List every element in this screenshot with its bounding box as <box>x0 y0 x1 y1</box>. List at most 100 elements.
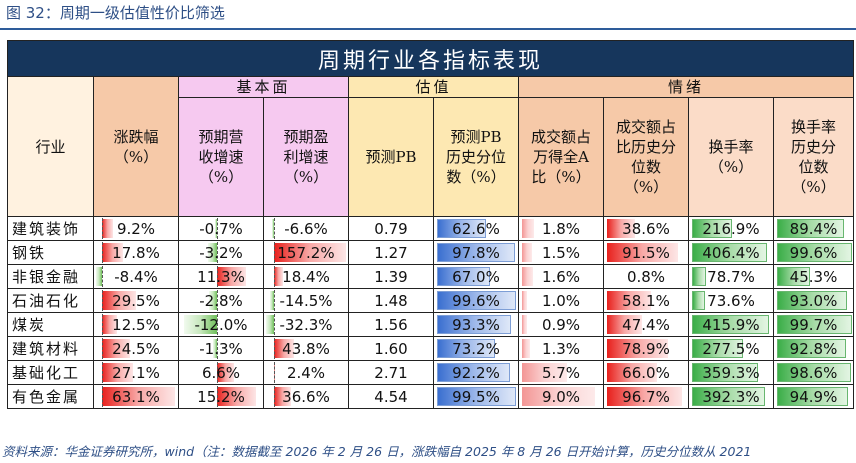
zero-axis <box>102 362 104 383</box>
cell-turnover-share: 1.8% <box>518 216 604 241</box>
cell-value: 62.6% <box>452 219 500 238</box>
data-bar <box>607 219 636 238</box>
cell-turnover-rate: 392.3% <box>688 384 774 409</box>
data-bar <box>607 339 668 358</box>
data-bar <box>272 219 275 238</box>
zero-axis <box>102 266 104 287</box>
data-bar <box>274 267 283 286</box>
cell-value: 15.2% <box>197 387 245 406</box>
cell-profit-growth: 36.6% <box>263 384 349 409</box>
cell-change: 27.1% <box>93 360 179 385</box>
cell-value: 78.9% <box>622 339 670 358</box>
zero-axis <box>274 290 276 311</box>
col-rev-growth: 预期营收增速（%） <box>178 97 264 217</box>
zero-axis <box>102 242 104 263</box>
cell-value: 47.4% <box>622 315 670 334</box>
cell-rev-growth: -12.0% <box>178 312 264 337</box>
zero-axis <box>274 242 276 263</box>
cell-pb-pct: 92.2% <box>433 360 519 385</box>
data-bar <box>522 291 528 310</box>
cell-value: -2.8% <box>199 291 243 310</box>
cell-turnover-rate: 216.9% <box>688 216 774 241</box>
data-bar <box>102 315 117 334</box>
data-bar <box>692 219 732 238</box>
cell-turnover-share-pct: 66.0% <box>603 360 689 385</box>
data-bar <box>607 315 643 334</box>
cell-turnover-rate-pct: 92.8% <box>773 336 854 361</box>
zero-axis <box>102 338 104 359</box>
cell-value: 4.54 <box>374 387 408 406</box>
cell-change: 63.1% <box>93 384 179 409</box>
data-bar <box>437 315 512 334</box>
cell-change: 17.8% <box>93 240 179 265</box>
table-row: 非银金融 -8.4% 11.3% 18.4% 1.39 67.0% 1.6% 0.8% 78.7… <box>7 264 854 289</box>
cell-value: 415.9% <box>702 315 760 334</box>
zero-axis <box>216 218 218 239</box>
col-change: 涨跌幅（%） <box>93 76 179 217</box>
data-bar <box>102 387 175 406</box>
cell-value: 11.3% <box>197 267 245 286</box>
zero-axis <box>102 386 104 407</box>
cell-turnover-rate-pct: 94.9% <box>773 384 854 409</box>
cell-value: 43.8% <box>282 339 330 358</box>
cell-change: 24.5% <box>93 336 179 361</box>
cell-change: 29.5% <box>93 288 179 313</box>
data-bar <box>522 219 535 238</box>
cell-turnover-share-pct: 58.1% <box>603 288 689 313</box>
cell-value: 216.9% <box>702 219 760 238</box>
data-bar <box>777 267 811 286</box>
cell-value: 66.0% <box>622 363 670 382</box>
col-turnover-share: 成交额占万得全A比（%） <box>518 97 604 217</box>
cell-rev-growth: -3.2% <box>178 240 264 265</box>
data-bar <box>777 339 847 358</box>
data-bar <box>102 219 113 238</box>
cell-value: 1.0% <box>541 291 581 310</box>
cell-turnover-rate-pct: 99.7% <box>773 312 854 337</box>
cell-profit-growth: 43.8% <box>263 336 349 361</box>
cell-industry: 非银金融 <box>7 264 94 289</box>
cell-value: 29.5% <box>112 291 160 310</box>
data-bar <box>522 315 527 334</box>
zero-axis <box>274 338 276 359</box>
cell-pb-pct: 99.6% <box>433 288 519 313</box>
data-bar <box>777 243 852 262</box>
group-sentiment: 情绪 <box>518 76 854 98</box>
cell-value: 2.71 <box>374 363 408 382</box>
data-bar <box>216 387 256 406</box>
group-valuation: 估值 <box>348 76 519 98</box>
cell-value: 9.0% <box>541 387 581 406</box>
table-title: 周期行业各指标表现 <box>7 40 854 77</box>
cell-turnover-rate-pct: 98.6% <box>773 360 854 385</box>
data-bar <box>692 315 769 334</box>
col-profit-growth: 预期盈利增速（%） <box>263 97 349 217</box>
data-bar <box>274 339 295 358</box>
data-bar <box>208 243 217 262</box>
cell-industry: 基础化工 <box>7 360 94 385</box>
table-body: 建筑装饰 9.2% -0.7% -6.6% 0.79 62.6% 1.8% 38.6% 216.… <box>7 216 854 409</box>
cell-value: 1.39 <box>374 267 408 286</box>
table-row: 建筑材料 24.5% -1.3% 43.8% 1.60 73.2% 1.3% 78.9% 277… <box>7 336 854 361</box>
cell-value: 93.0% <box>789 291 838 310</box>
cell-value: -8.4% <box>114 267 158 286</box>
cell-value: 0.79 <box>374 219 408 238</box>
data-bar <box>95 267 103 286</box>
cell-turnover-rate: 415.9% <box>688 312 774 337</box>
cell-value: 17.8% <box>112 243 160 262</box>
col-pb-pct: 预测PB历史分位数（%） <box>433 97 519 217</box>
cell-rev-growth: -0.7% <box>178 216 264 241</box>
cell-value: 5.7% <box>541 363 581 382</box>
data-bar <box>102 243 123 262</box>
cell-profit-growth: 157.2% <box>263 240 349 265</box>
cell-value: 96.7% <box>622 387 670 406</box>
cell-industry: 煤炭 <box>7 312 94 337</box>
data-bar <box>437 219 487 238</box>
cell-value: 99.6% <box>452 291 500 310</box>
cell-turnover-share: 5.7% <box>518 360 604 385</box>
data-bar <box>692 339 744 358</box>
cell-value: 91.5% <box>622 243 670 262</box>
cell-value: 1.56 <box>374 315 408 334</box>
cell-value: 67.0% <box>452 267 500 286</box>
cell-value: 0.9% <box>541 315 581 334</box>
cell-pb-pct: 67.0% <box>433 264 519 289</box>
cell-turnover-rate: 78.7% <box>688 264 774 289</box>
